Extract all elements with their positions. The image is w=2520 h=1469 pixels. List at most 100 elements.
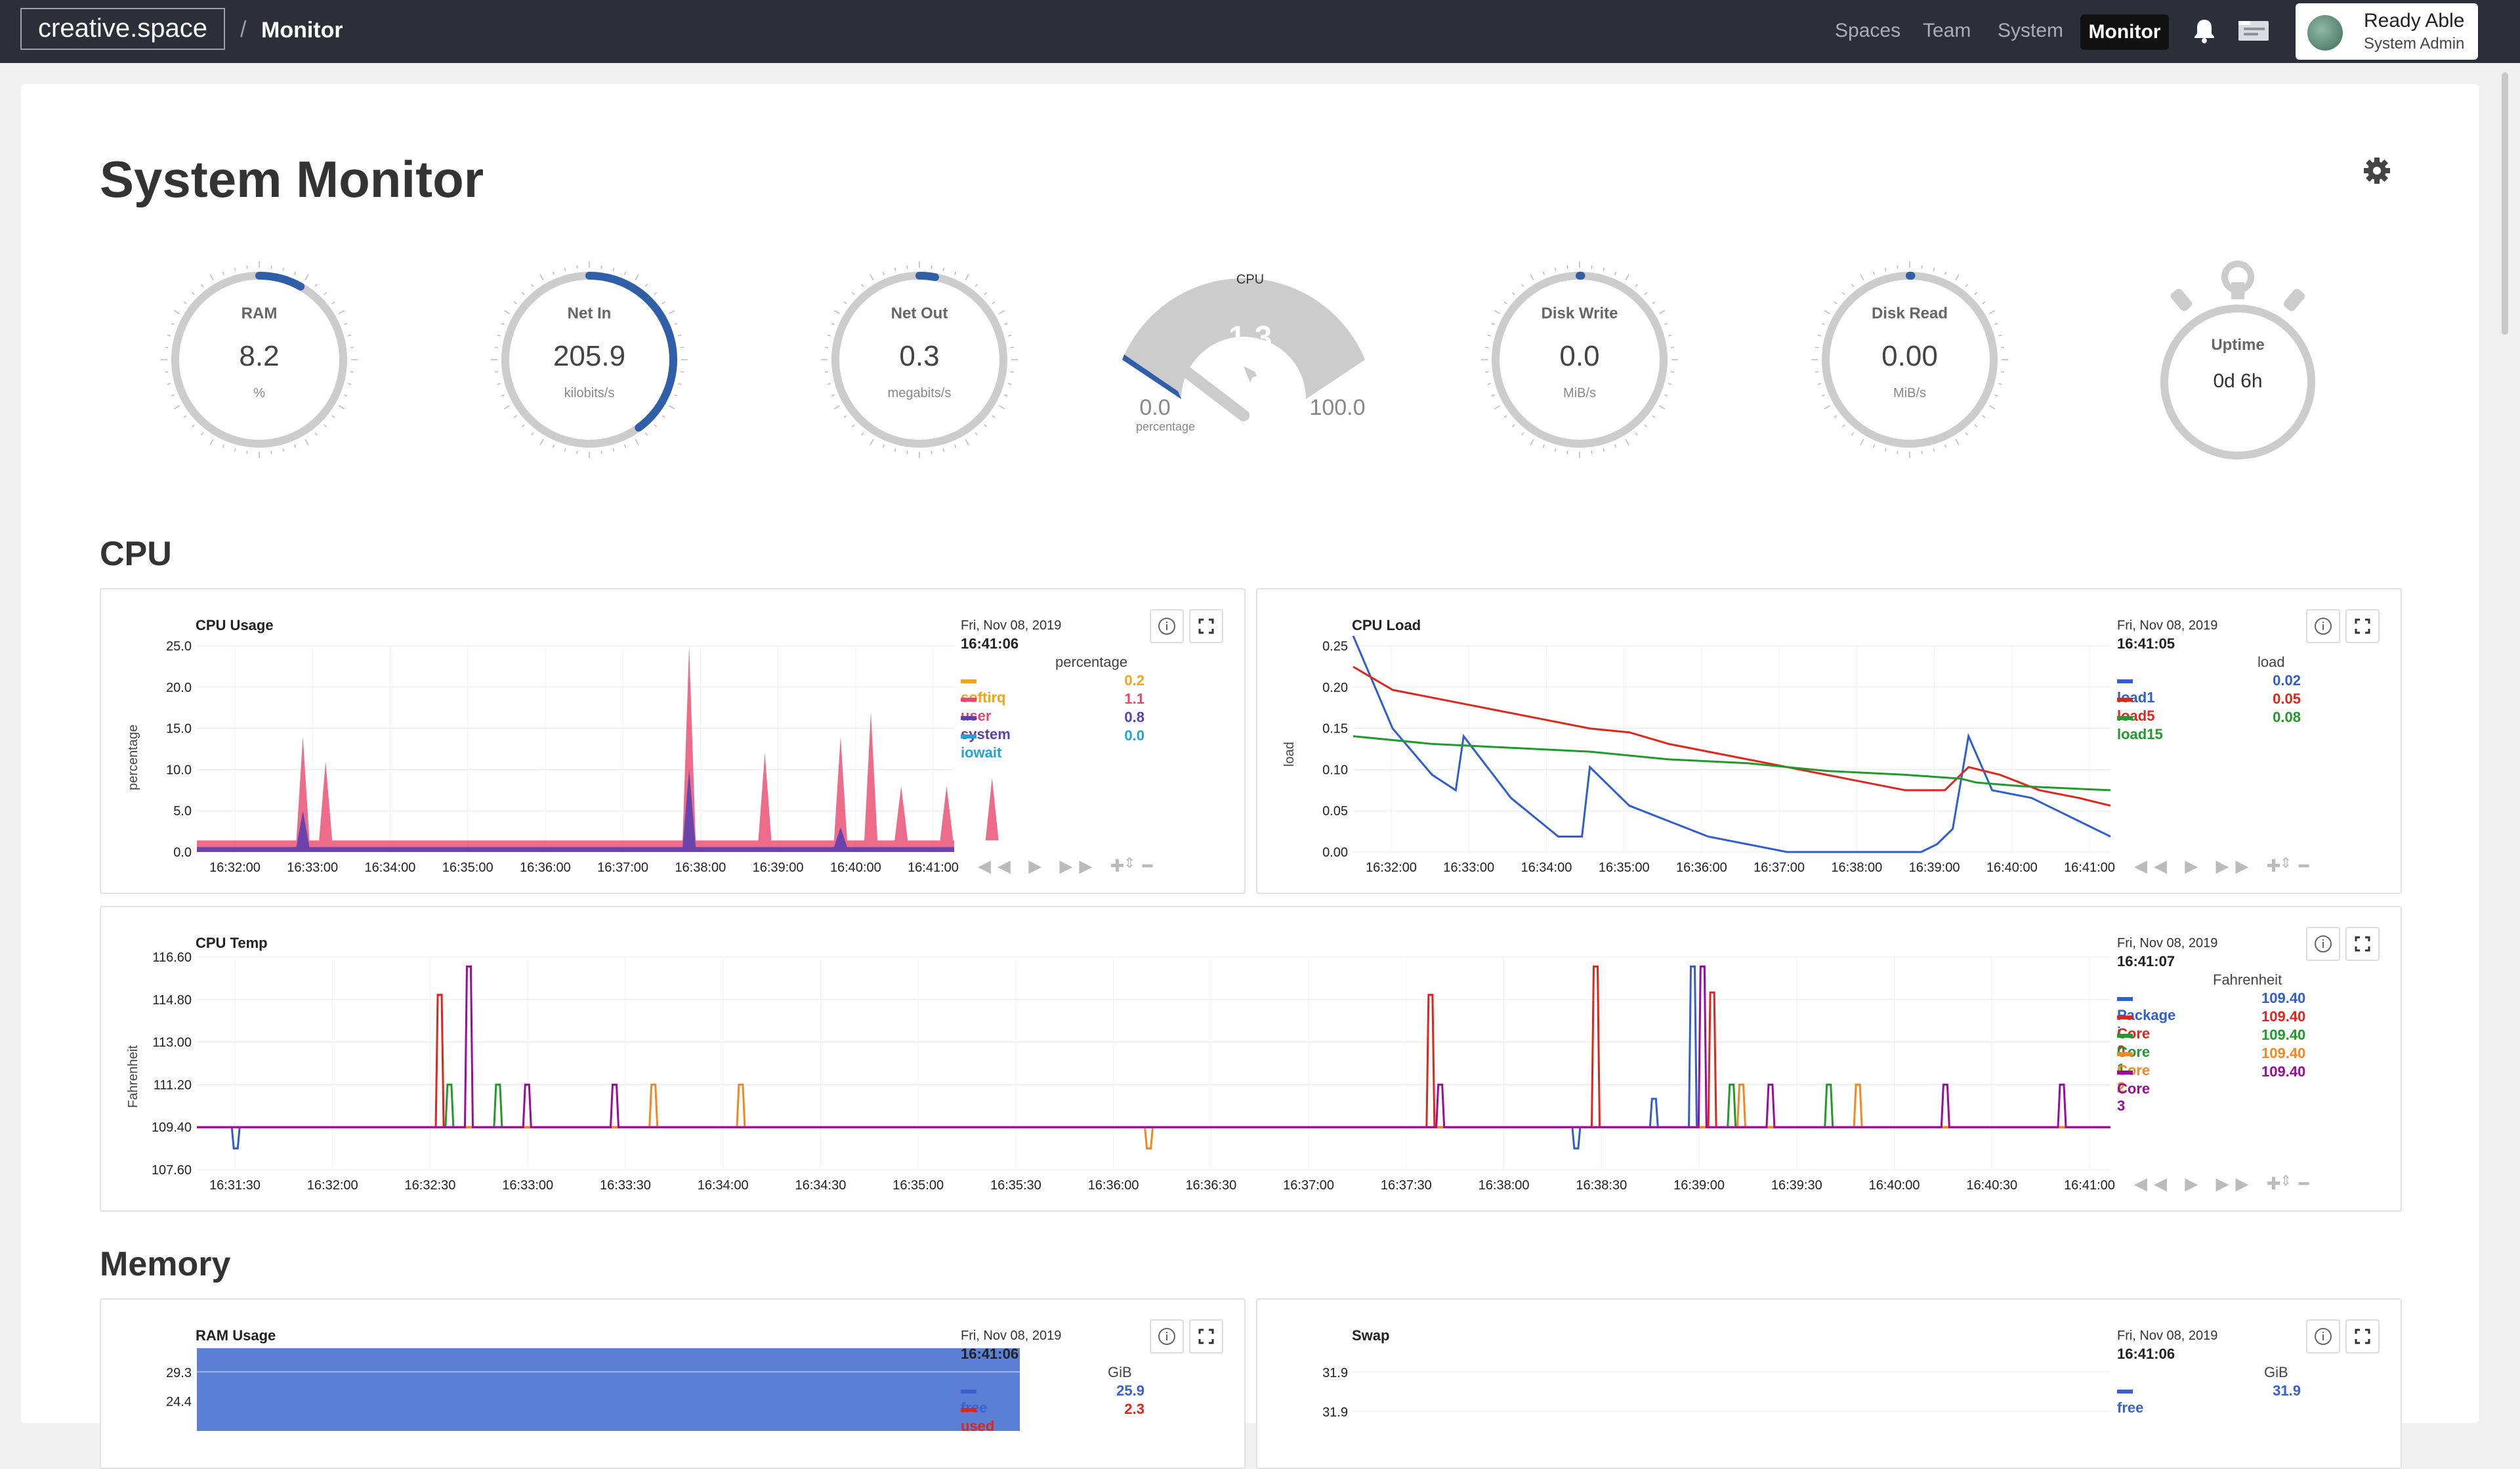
gauge-tick	[965, 274, 969, 280]
gauge-tick	[1822, 324, 1825, 325]
info-button[interactable]	[2306, 1319, 2340, 1353]
gauge-tick	[955, 444, 956, 448]
chart-resize-handle[interactable]: ⇕	[1124, 855, 1142, 872]
gauge-value: 0.3	[821, 340, 1018, 373]
gauge-tick	[894, 448, 895, 452]
gauge-tick	[1603, 268, 1604, 271]
user-menu[interactable]: Ready Able System Admin	[2296, 3, 2478, 60]
gauge-disk-read: Disk Read 0.00 MiB/s	[1811, 261, 2008, 458]
gauge-tick	[645, 284, 647, 287]
nav-monitor[interactable]: Monitor	[2080, 14, 2169, 50]
x-tick: 16:39:00	[1673, 1178, 1725, 1193]
fullscreen-button[interactable]	[1189, 1319, 1223, 1353]
gauge-tick	[201, 433, 203, 435]
legend-item[interactable]: Package i...109.40	[2117, 990, 2175, 1008]
gear-icon[interactable]	[2362, 156, 2391, 185]
fullscreen-button[interactable]	[2345, 927, 2380, 961]
x-tick: 16:31:30	[209, 1178, 261, 1193]
gauge-tick	[1965, 284, 1967, 287]
gauge-tick	[625, 272, 626, 275]
x-tick: 16:41:00	[908, 861, 959, 875]
gauge-tick	[184, 415, 186, 417]
y-tick: 5.0	[173, 804, 192, 819]
gauge-tick	[305, 439, 308, 445]
gauge-tick	[852, 425, 854, 427]
x-tick: 16:40:00	[830, 861, 881, 875]
folder-icon[interactable]	[2237, 18, 2271, 43]
gauge-tick	[1530, 274, 1534, 280]
gauge-tick	[1512, 292, 1515, 295]
x-tick: 16:37:00	[1283, 1178, 1334, 1193]
y-tick: 109.40	[152, 1120, 192, 1135]
legend-item[interactable]: free25.9	[961, 1382, 987, 1401]
y-tick: 0.10	[1322, 763, 1348, 777]
gauge-tick	[1544, 272, 1545, 275]
gauge-tick	[635, 439, 639, 445]
x-tick: 16:33:00	[502, 1178, 553, 1193]
bell-icon[interactable]	[2193, 18, 2216, 43]
nav-team[interactable]: Team	[1923, 20, 1971, 42]
x-tick: 16:32:00	[1366, 861, 1417, 875]
gauge-tick	[504, 406, 510, 409]
info-button[interactable]	[1150, 609, 1184, 643]
fullscreen-button[interactable]	[2345, 1319, 2380, 1353]
x-tick: 16:39:00	[753, 861, 804, 875]
gauge-tick	[1994, 324, 1998, 325]
gauge-title: Disk Read	[1811, 305, 2008, 323]
fullscreen-button[interactable]	[2345, 609, 2380, 643]
gauge-tick	[1492, 324, 1495, 325]
gauge-tick	[965, 439, 969, 445]
stopwatch-icon	[2152, 257, 2323, 461]
gauge-tick	[210, 274, 213, 280]
nav-system[interactable]: System	[1998, 20, 2063, 42]
gauge-tick	[862, 284, 864, 287]
fullscreen-button[interactable]	[1189, 609, 1223, 643]
gauge-tick	[1824, 406, 1830, 409]
y-tick: 107.60	[152, 1163, 192, 1178]
nav-spaces[interactable]: Spaces	[1835, 20, 1900, 42]
chart-resize-handle[interactable]: ⇕	[2280, 1172, 2298, 1189]
brand-logo[interactable]: creative.space	[20, 8, 225, 50]
gauge-tick	[1659, 406, 1665, 409]
gauge-tick	[1504, 302, 1507, 304]
uptime-stopwatch: Uptime 0d 6h	[2152, 257, 2323, 461]
legend-item[interactable]: user1.1	[961, 691, 991, 709]
gauge-cpu-unit: percentage	[1136, 420, 1195, 433]
chart-resize-handle[interactable]: ⇕	[2280, 855, 2298, 872]
scrollbar-thumb[interactable]	[2502, 72, 2508, 335]
info-button[interactable]	[2306, 609, 2340, 643]
gauge-tick	[192, 425, 194, 427]
gauge-tick	[514, 415, 516, 417]
legend-swatch	[961, 679, 976, 683]
gauge-tick	[1512, 425, 1515, 427]
x-tick: 16:37:30	[1381, 1178, 1432, 1193]
gauge-net-in: Net In 205.9 kilobits/s	[491, 261, 688, 458]
avatar	[2307, 15, 2343, 51]
section-memory: Memory	[100, 1245, 230, 1284]
line-series-temp	[197, 966, 2110, 1148]
x-tick: 16:38:00	[675, 861, 726, 875]
x-tick: 16:38:30	[1576, 1178, 1627, 1193]
gauge-tick	[984, 425, 987, 427]
info-icon	[2307, 1321, 2339, 1352]
x-tick: 16:40:30	[1966, 1178, 2017, 1193]
info-button[interactable]	[2306, 927, 2340, 961]
info-button[interactable]	[1150, 1319, 1184, 1353]
x-tick: 16:41:00	[2064, 1178, 2115, 1193]
gauge-tick	[271, 451, 272, 454]
gauge-tick	[844, 415, 847, 417]
breadcrumb-current: Monitor	[261, 18, 343, 43]
